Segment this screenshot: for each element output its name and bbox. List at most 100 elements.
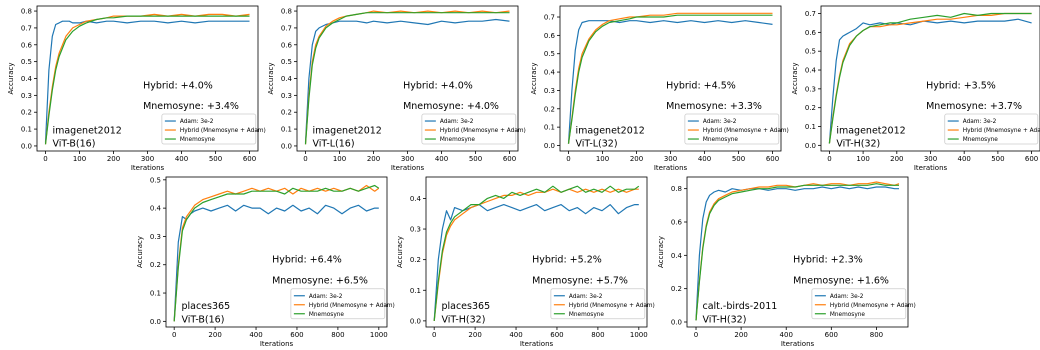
series-line-mnemosyne (695, 183, 899, 321)
legend-label-hybrid: Hybrid (Mnemosyne + Adam) (963, 128, 1040, 134)
x-tick-label: 0 (694, 331, 698, 339)
y-tick-label: 0.0 (805, 142, 816, 150)
y-tick-label: 0.4 (281, 75, 293, 83)
y-tick-label: 0.6 (544, 32, 556, 40)
y-tick-label: 0.8 (21, 8, 32, 16)
legend-label-hybrid: Hybrid (Mnemosyne + Adam) (440, 128, 526, 134)
x-tick-label: 100 (596, 155, 609, 163)
y-tick-label: 0.1 (544, 124, 555, 132)
legend-label-mnemosyne: Mnemosyne (180, 137, 216, 143)
dataset-label: calt.-birds-2011 (702, 301, 777, 312)
dataset-label: places365 (441, 301, 490, 312)
y-tick-label: 0.5 (281, 58, 292, 66)
x-tick-label: 500 (469, 155, 482, 163)
series-line-mnemosyne (828, 12, 1032, 144)
legend-label-adam: Adam: 3e-2 (180, 119, 214, 125)
chart-panel: 0 100 200 300 400 500 600 0.0 0.1 0.2 0.3 0.4 0.5 0.6… (267, 5, 526, 172)
legend-box (161, 113, 257, 145)
dataset-label: imagenet2012 (575, 126, 644, 137)
model-label: ViT-L(16) (312, 139, 354, 150)
legend-box (421, 113, 517, 145)
legend-label-hybrid: Hybrid (Mnemosyne + Adam) (703, 128, 789, 134)
x-tick-label: 400 (780, 331, 793, 339)
legend-label-mnemosyne: Mnemosyne (963, 137, 999, 143)
legend-label-hybrid: Hybrid (Mnemosyne + Adam) (180, 128, 266, 134)
plot-frame (165, 176, 388, 328)
series-line-mnemosyne (433, 185, 640, 321)
y-axis-label: Accuracy (136, 236, 144, 268)
x-tick-label: 200 (468, 331, 481, 339)
x-tick-label: 100 (333, 155, 346, 163)
x-tick-label: 400 (509, 331, 522, 339)
y-tick-label: 0.3 (281, 92, 292, 100)
y-tick-label: 0.8 (281, 8, 292, 16)
x-tick-label: 800 (591, 331, 604, 339)
y-tick-label: 0.1 (150, 290, 161, 298)
legend-label-mnemosyne: Mnemosyne (440, 137, 476, 143)
chart-panel: 0 100 200 300 400 500 600 0.0 0.1 0.2 0.3 0.4 0.5 0.6… (7, 5, 266, 172)
x-tick-label: 1000 (370, 331, 388, 339)
y-tick-label: 0.0 (21, 142, 32, 150)
x-tick-label: 600 (550, 331, 563, 339)
y-tick-label: 0.1 (805, 123, 816, 131)
y-axis-label: Accuracy (791, 63, 799, 95)
y-tick-label: 0.4 (21, 75, 33, 83)
series-line-adam (44, 20, 250, 143)
x-axis-label: Iterations (260, 340, 294, 348)
series-line-adam (433, 204, 639, 321)
series-line-adam (304, 18, 510, 143)
x-tick-label: 800 (331, 331, 344, 339)
chart-panel: 0 200 400 600 800 1000 0.0 0.1 0.2 0.3 0.4 0.5 Itera… (136, 176, 395, 348)
x-tick-label: 600 (1025, 155, 1038, 163)
y-tick-label: 0.1 (410, 287, 421, 295)
legend-label-mnemosyne: Mnemosyne (703, 137, 739, 143)
x-tick-label: 200 (734, 331, 747, 339)
x-tick-label: 600 (243, 155, 256, 163)
legend-label-mnemosyne: Mnemosyne (309, 312, 345, 318)
x-tick-label: 600 (766, 155, 779, 163)
x-axis-label: Iterations (654, 164, 688, 172)
y-tick-label: 0.2 (281, 109, 292, 117)
legend-label-adam: Adam: 3e-2 (440, 119, 474, 125)
hybrid-gain-label: Hybrid: +4.0% (403, 81, 473, 92)
x-tick-label: 200 (367, 155, 380, 163)
y-tick-label: 0.7 (281, 24, 292, 32)
x-tick-label: 500 (209, 155, 222, 163)
legend-label-adam: Adam: 3e-2 (569, 294, 603, 300)
y-tick-label: 0.5 (805, 48, 816, 56)
chart-panel: 0 200 400 600 800 0.0 0.2 0.4 0.6 0.8 Iterations Ac… (657, 176, 916, 348)
x-tick-label: 0 (566, 155, 570, 163)
y-axis-label: Accuracy (396, 236, 404, 268)
legend-label-adam: Adam: 3e-2 (703, 119, 737, 125)
mnemosyne-gain-label: Mnemosyne: +5.7% (532, 276, 628, 287)
series-line-adam (173, 204, 379, 322)
legend-label-adam: Adam: 3e-2 (309, 294, 343, 300)
y-axis-label: Accuracy (7, 63, 15, 95)
series-line-mnemosyne (567, 14, 773, 144)
x-tick-label: 500 (732, 155, 745, 163)
y-tick-label: 0.4 (544, 69, 556, 77)
y-tick-label: 0.0 (671, 319, 682, 327)
x-axis-label: Iterations (914, 164, 948, 172)
model-label: ViT-H(32) (702, 315, 746, 326)
y-tick-label: 0.2 (805, 104, 816, 112)
legend-label-mnemosyne: Mnemosyne (569, 312, 605, 318)
y-axis-label: Accuracy (530, 63, 538, 95)
legend-box (684, 113, 780, 145)
y-tick-label: 0.4 (410, 195, 422, 203)
series-line-hybrid (304, 10, 510, 145)
hybrid-gain-label: Hybrid: +4.0% (143, 81, 213, 92)
series-line-adam (695, 186, 899, 321)
series-line-adam (567, 20, 773, 144)
y-tick-label: 0.6 (671, 219, 683, 227)
mnemosyne-gain-label: Mnemosyne: +3.7% (926, 101, 1022, 112)
x-tick-label: 0 (172, 331, 176, 339)
x-tick-label: 400 (249, 331, 262, 339)
plot-frame (686, 176, 909, 328)
mnemosyne-gain-label: Mnemosyne: +6.5% (272, 276, 368, 287)
x-axis-label: Iterations (131, 164, 165, 172)
y-tick-label: 0.6 (805, 29, 817, 37)
y-tick-label: 0.0 (544, 142, 555, 150)
y-tick-label: 0.0 (410, 317, 421, 325)
dataset-label: imagenet2012 (312, 126, 381, 137)
